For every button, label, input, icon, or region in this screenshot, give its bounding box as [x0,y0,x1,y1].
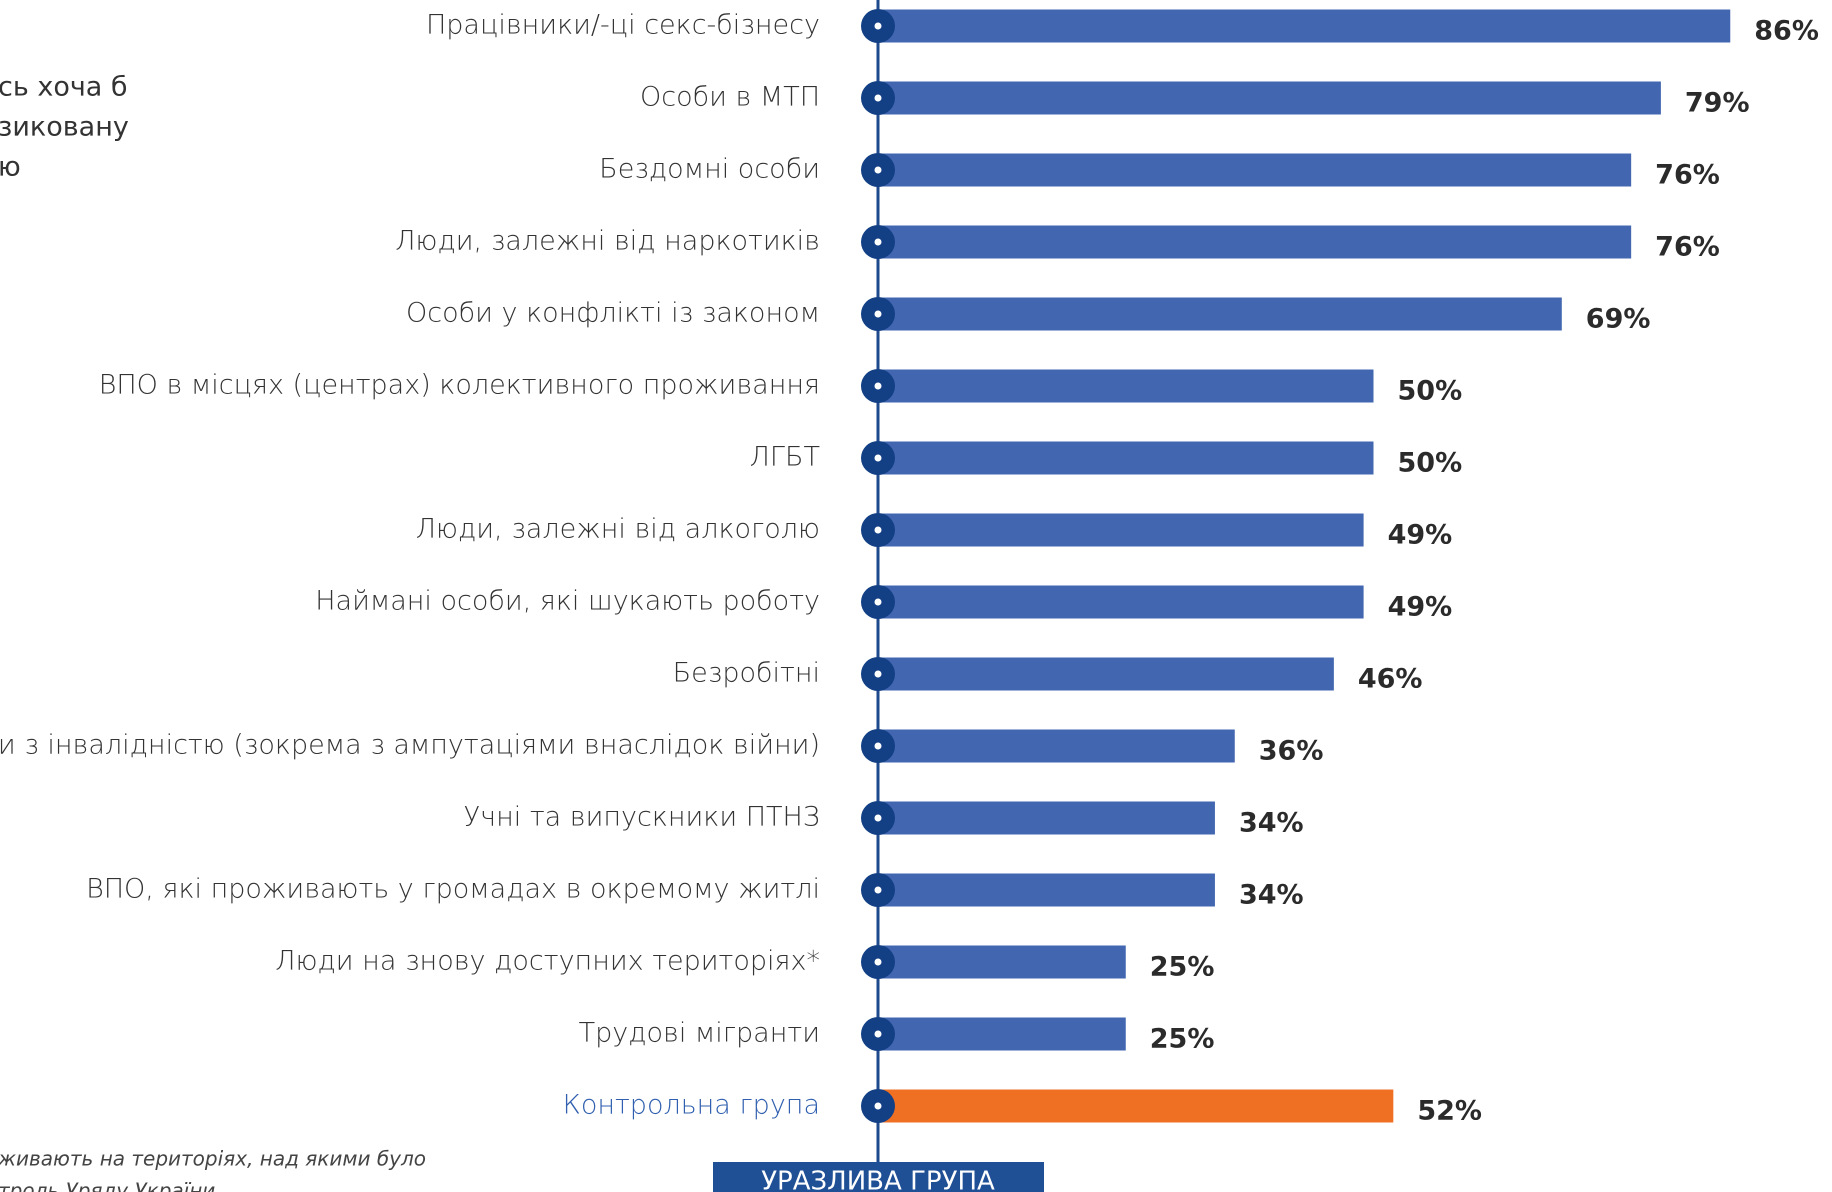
axis-marker-dot [874,814,882,822]
category-label: Люди на знову доступних територіях* [275,946,820,977]
value-label: 50% [1398,448,1463,479]
axis-marker-dot [874,166,882,174]
value-label: 50% [1398,376,1463,407]
axis-marker-dot [874,1102,882,1110]
bar [878,225,1632,259]
value-label: 25% [1150,952,1215,983]
bar [878,657,1334,691]
value-label: 34% [1239,808,1304,839]
footnote: живають на територіях, над якими було [0,1147,426,1171]
category-label: Трудові мігранти [579,1018,820,1049]
bar [878,9,1731,43]
axis-marker-dot [874,22,882,30]
category-label: ВПО, які проживають у громадах в окремом… [86,874,820,905]
bar [878,945,1126,979]
category-label: Особи у конфлікті із законом [406,298,820,329]
value-label: 49% [1388,592,1453,623]
bar [878,513,1364,547]
category-label: Працівники/-ці секс-бізнесу [426,10,820,41]
value-label: 34% [1239,880,1304,911]
axis-marker-dot [874,886,882,894]
axis-marker-dot [874,598,882,606]
bar [878,441,1374,475]
category-label: Безробітні [673,658,820,689]
side-note: сь хоча б [0,72,128,103]
category-label: Особи в МТП [640,82,820,113]
value-label: 76% [1655,160,1720,191]
category-label: Особи з інвалідністю (зокрема з ампутаці… [0,730,820,761]
category-label: Люди, залежні від наркотиків [395,226,820,257]
category-label: Бездомні особи [599,154,820,185]
side-note: зиковану [0,112,129,143]
bar [878,585,1364,619]
bar [878,153,1632,187]
category-label: Учні та випускники ПТНЗ [464,802,820,833]
bar [878,369,1374,403]
axis-marker-dot [874,670,882,678]
axis-marker-dot [874,742,882,750]
category-label: ЛГБТ [750,442,820,473]
axis-marker-dot [874,310,882,318]
category-label: Наймані особи, які шукають роботу [315,586,820,617]
side-note: ю [0,152,21,183]
axis-marker-dot [874,238,882,246]
value-label: 36% [1259,736,1324,767]
category-label: Люди, залежні від алкоголю [416,514,820,545]
axis-marker-dot [874,454,882,462]
value-label: 86% [1754,16,1819,47]
bar [878,873,1215,907]
bar [878,729,1235,763]
bar [878,297,1562,331]
category-label: ВПО в місцях (центрах) колективного прож… [99,370,820,401]
axis-label-box [713,1162,1044,1192]
bar [878,81,1661,115]
value-label: 46% [1358,664,1423,695]
axis-marker-dot [874,1030,882,1038]
value-label: 76% [1655,232,1720,263]
bar [878,1017,1126,1051]
value-label: 49% [1388,520,1453,551]
value-label: 25% [1150,1024,1215,1055]
bar [878,1089,1394,1123]
axis-label: УРАЗЛИВА ГРУПА [761,1167,995,1192]
footnote: троль Уряду України [0,1179,215,1192]
category-label: Контрольна група [563,1090,820,1121]
axis-marker-dot [874,94,882,102]
axis-marker-dot [874,382,882,390]
axis-marker-dot [874,526,882,534]
value-label: 52% [1417,1096,1482,1127]
value-label: 69% [1586,304,1651,335]
bar [878,801,1215,835]
axis-marker-dot [874,958,882,966]
value-label: 79% [1685,88,1750,119]
